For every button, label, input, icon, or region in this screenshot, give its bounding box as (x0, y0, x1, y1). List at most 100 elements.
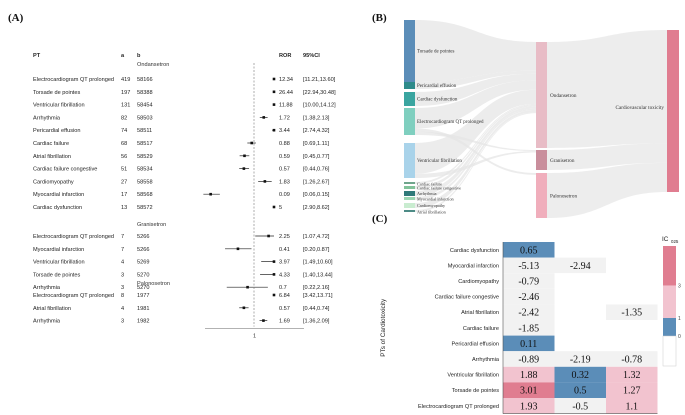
sankey-flow (415, 73, 536, 106)
sankey-node-drug (536, 150, 547, 170)
legend-swatch-mid (663, 285, 676, 318)
heatmap-cell (554, 288, 606, 305)
header-b: b (137, 53, 141, 59)
forest-point (242, 306, 246, 310)
forest-row-b: 58517 (137, 141, 153, 147)
sankey-node-pt (404, 82, 415, 89)
sankey-flow (415, 70, 536, 89)
heatmap-cell (503, 335, 555, 352)
forest-row-ror: 5 (279, 205, 282, 211)
forest-row-pt: Cardiomyopathy (33, 179, 74, 185)
heatmap-cell (606, 242, 658, 258)
forest-point (272, 205, 276, 209)
heatmap-cell-value: -2.42 (518, 308, 539, 319)
sankey-node-label: Ventricular fibrillation (417, 159, 462, 164)
legend-swatch-low (663, 318, 676, 336)
legend-tick: 0 (678, 334, 681, 340)
forest-row-a: 17 (121, 192, 127, 198)
sankey-node-label: Cardiomyopathy (417, 203, 446, 208)
heatmap-cell (554, 273, 606, 289)
forest-row-ci: [11.21,13.60] (303, 77, 336, 83)
forest-row-pt: Atrial fibrillation (33, 306, 71, 312)
forest-row-ci: [3.42,13.71] (303, 293, 333, 299)
heatmap-cell (503, 366, 555, 383)
forest-row-a: 3 (121, 319, 124, 325)
forest-row-a: 3 (121, 272, 124, 278)
heatmap-row-label: Atrial fibrillation (461, 310, 499, 316)
forest-row-ci: [0.69,1.11] (303, 141, 329, 147)
heatmap-cell (503, 257, 555, 274)
heatmap-row-label: Cardiac failure (463, 326, 499, 332)
header-ror: ROR (279, 53, 291, 59)
sankey-flow (415, 112, 536, 212)
heatmap-row-label: Electrocardiogram QT prolonged (418, 404, 499, 410)
header-a: a (121, 53, 125, 59)
forest-row-pt: Electrocardiogram QT prolonged (33, 293, 114, 299)
sankey-node-pt (404, 143, 415, 178)
forest-row-b: 58529 (137, 154, 153, 160)
forest-row-ci: [1.36,2.09] (303, 319, 330, 325)
group-label-palonosetron: Palonosetron (137, 281, 170, 287)
sankey-node-label: Pericardial effusion (417, 84, 457, 89)
forest-point (246, 285, 249, 289)
heatmap-cell (554, 257, 606, 274)
forest-row-pt: Cardiac failure congestive (33, 167, 97, 173)
heatmap-cell (554, 242, 606, 258)
legend-title: IC (662, 236, 669, 243)
legend-tick: 1 (678, 316, 681, 322)
forest-row-ror: 0.7 (279, 285, 287, 291)
forest-point (236, 247, 240, 251)
heatmap-cell (606, 366, 658, 383)
forest-point (262, 116, 266, 119)
heatmap-row-label: Arrhythmia (472, 357, 500, 363)
heatmap-cell-value: 1.93 (520, 401, 538, 412)
sankey-node-label: Myocardial infarction (417, 197, 455, 202)
sankey-node-target (667, 30, 679, 192)
forest-row-a: 197 (121, 90, 130, 96)
sankey-node-drug (536, 173, 547, 218)
forest-row-ror: 12.34 (279, 77, 293, 83)
heatmap-cell (503, 320, 555, 336)
forest-point (262, 319, 265, 322)
sankey-target-label: Cardiovascular toxicity (615, 105, 664, 111)
sankey-flow (415, 106, 536, 196)
forest-row-a: 7 (121, 234, 124, 240)
sankey-node-label: Electrocardiogram QT prolonged (417, 120, 484, 125)
forest-row-a: 56 (121, 154, 127, 160)
forest-row-pt: Electrocardiogram QT prolonged (33, 77, 114, 83)
sankey-flow (415, 89, 536, 174)
forest-row-ci: [2.90,8.62] (303, 205, 330, 211)
forest-row-b: 58166 (137, 77, 153, 83)
heatmap-cell-value: 1.88 (520, 370, 538, 381)
sankey-flow (415, 104, 536, 189)
forest-row-pt: Pericardial effusion (33, 128, 80, 134)
forest-plot: PT a b ROR 95%CI Ondansetron Electrocardiogram… (33, 53, 336, 340)
forest-row-ci: [1.40,13.44] (303, 272, 333, 278)
sankey-node-label: Atrial fibrillation (417, 210, 447, 215)
heatmap-cell-value: 0.5 (574, 386, 587, 397)
header-ci: 95%CI (303, 53, 320, 59)
heatmap-cell (503, 382, 555, 398)
heatmap-cell-value: 1.27 (623, 386, 641, 397)
forest-row-ci: [1.49,10.60] (303, 260, 333, 266)
sankey-flow (415, 103, 536, 184)
forest-row-b: 58388 (137, 90, 153, 96)
heatmap-row-label: Cardiomyopathy (458, 279, 499, 285)
forest-row-b: 58454 (137, 103, 153, 109)
forest-row-b: 58568 (137, 192, 153, 198)
heatmap-cell-value: 1.32 (623, 370, 641, 381)
forest-row-a: 419 (121, 77, 130, 83)
forest-point (242, 167, 246, 170)
heatmap-cell (606, 320, 658, 336)
heatmap-cell-value: -5.13 (518, 261, 539, 272)
heatmap-ylabel: PTs of Cardiotoxicity (380, 298, 387, 357)
sankey-flow (547, 162, 667, 218)
sankey-drug-label: Granisetron (550, 158, 575, 164)
heatmap-cell (606, 382, 658, 398)
heatmap-cell (606, 288, 658, 305)
forest-row-ci: [0.20,0.87] (303, 247, 330, 253)
legend-swatch-neg (662, 335, 677, 367)
sankey-node-pt (404, 203, 415, 208)
sankey-node-label: Cardiac failure congestive (417, 186, 461, 191)
